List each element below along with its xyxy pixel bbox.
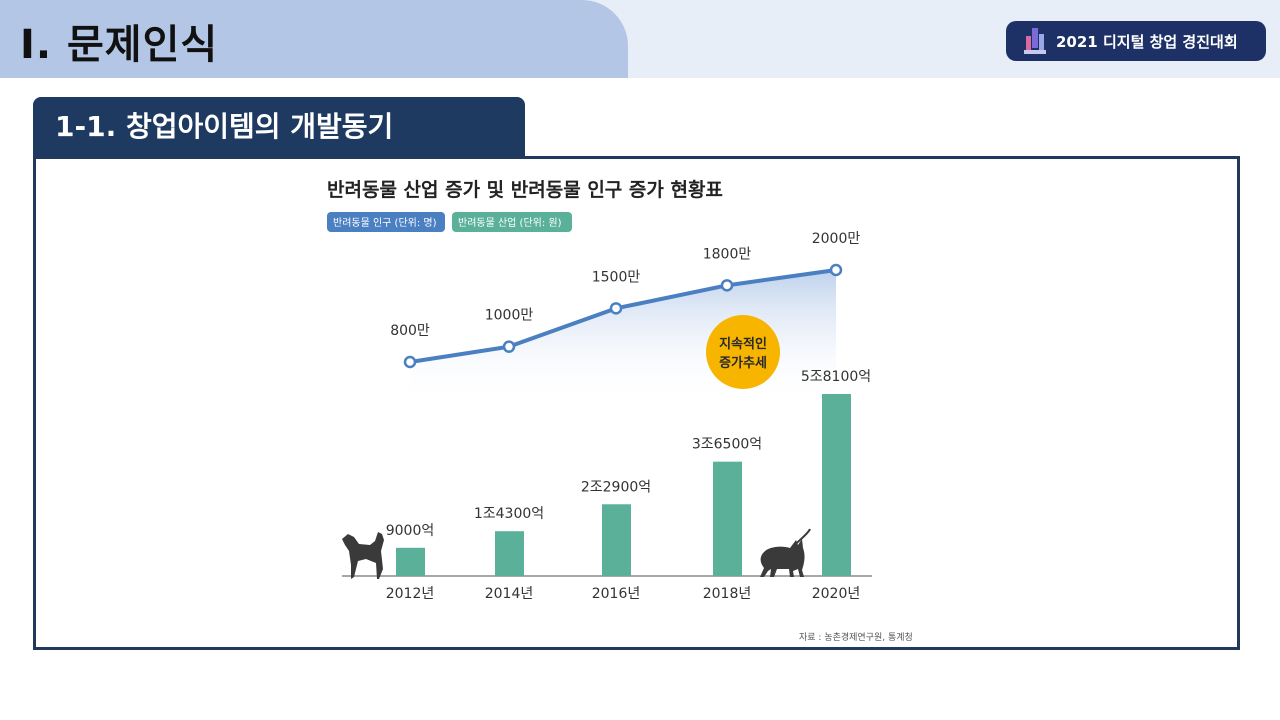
- industry-bar: [396, 547, 425, 576]
- subsection-title: 1-1. 창업아이템의 개발동기: [33, 97, 525, 157]
- x-tick-label: 2014년: [485, 586, 534, 602]
- legend-label-industry: 반려동물 산업 (단위: 원): [458, 216, 562, 229]
- chart-frame: 반려동물 산업 증가 및 반려동물 인구 증가 현황표 반려동물 인구 (단위:…: [33, 156, 1240, 650]
- industry-bar-label: 3조6500억: [692, 437, 762, 453]
- dog-icon: [342, 532, 384, 579]
- industry-bar: [602, 504, 631, 576]
- population-point-label: 800만: [390, 323, 430, 339]
- population-point-label: 1800만: [703, 246, 752, 262]
- industry-bar: [713, 461, 742, 576]
- industry-bar: [495, 531, 524, 576]
- contest-badge: 2021 디지털 창업 경진대회: [1006, 21, 1266, 61]
- population-point-label: 1000만: [485, 308, 534, 324]
- chart-title: 반려동물 산업 증가 및 반려동물 인구 증가 현황표: [327, 178, 723, 201]
- population-point-label: 1500만: [592, 269, 641, 285]
- callout-circle: 지속적인 증가추세: [706, 315, 780, 389]
- callout-line-2: 증가추세: [719, 355, 767, 371]
- industry-bar: [822, 394, 851, 576]
- legend: 반려동물 인구 (단위: 명) 반려동물 산업 (단위: 원): [327, 212, 572, 232]
- population-point: [609, 302, 623, 315]
- x-tick-label: 2012년: [386, 586, 435, 602]
- x-tick-label: 2016년: [592, 586, 641, 602]
- population-point: [829, 263, 843, 277]
- industry-bar-label: 5조8100억: [801, 369, 871, 385]
- source-note: 자료 : 농촌경제연구원, 통계청: [799, 631, 913, 643]
- cat-icon: [760, 528, 811, 577]
- x-tick-label: 2020년: [812, 586, 861, 602]
- industry-bar-label: 9000억: [386, 523, 435, 539]
- x-tick-label: 2018년: [703, 586, 752, 602]
- trophy-logo-icon: [1024, 28, 1046, 54]
- legend-label-population: 반려동물 인구 (단위: 명): [333, 216, 437, 229]
- callout-line-1: 지속적인: [719, 336, 767, 352]
- industry-bar-label: 2조2900억: [581, 479, 651, 495]
- population-point-label: 2000만: [812, 231, 861, 247]
- population-point: [502, 340, 516, 353]
- legend-pill-population: [327, 212, 445, 232]
- header-tab: [0, 0, 628, 78]
- legend-pill-industry: [452, 212, 572, 232]
- population-point: [720, 279, 734, 292]
- contest-badge-label: 2021 디지털 창업 경진대회: [1056, 32, 1238, 51]
- page-title: Ⅰ. 문제인식: [20, 22, 219, 68]
- population-point: [403, 355, 417, 369]
- industry-bar-label: 1조4300억: [474, 506, 544, 522]
- chart: 반려동물 산업 증가 및 반려동물 인구 증가 현황표 반려동물 인구 (단위:…: [327, 178, 913, 643]
